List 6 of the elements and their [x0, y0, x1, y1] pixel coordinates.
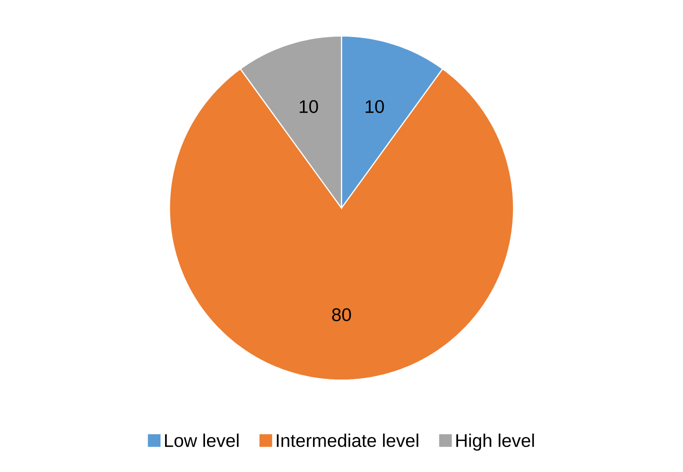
- data-label: 80: [332, 308, 351, 322]
- legend-label: Low level: [165, 434, 239, 447]
- data-label: 10: [366, 100, 384, 114]
- legend-label: Intermediate level: [276, 434, 418, 447]
- data-label: 10: [300, 100, 318, 114]
- legend-label: High level: [456, 434, 534, 451]
